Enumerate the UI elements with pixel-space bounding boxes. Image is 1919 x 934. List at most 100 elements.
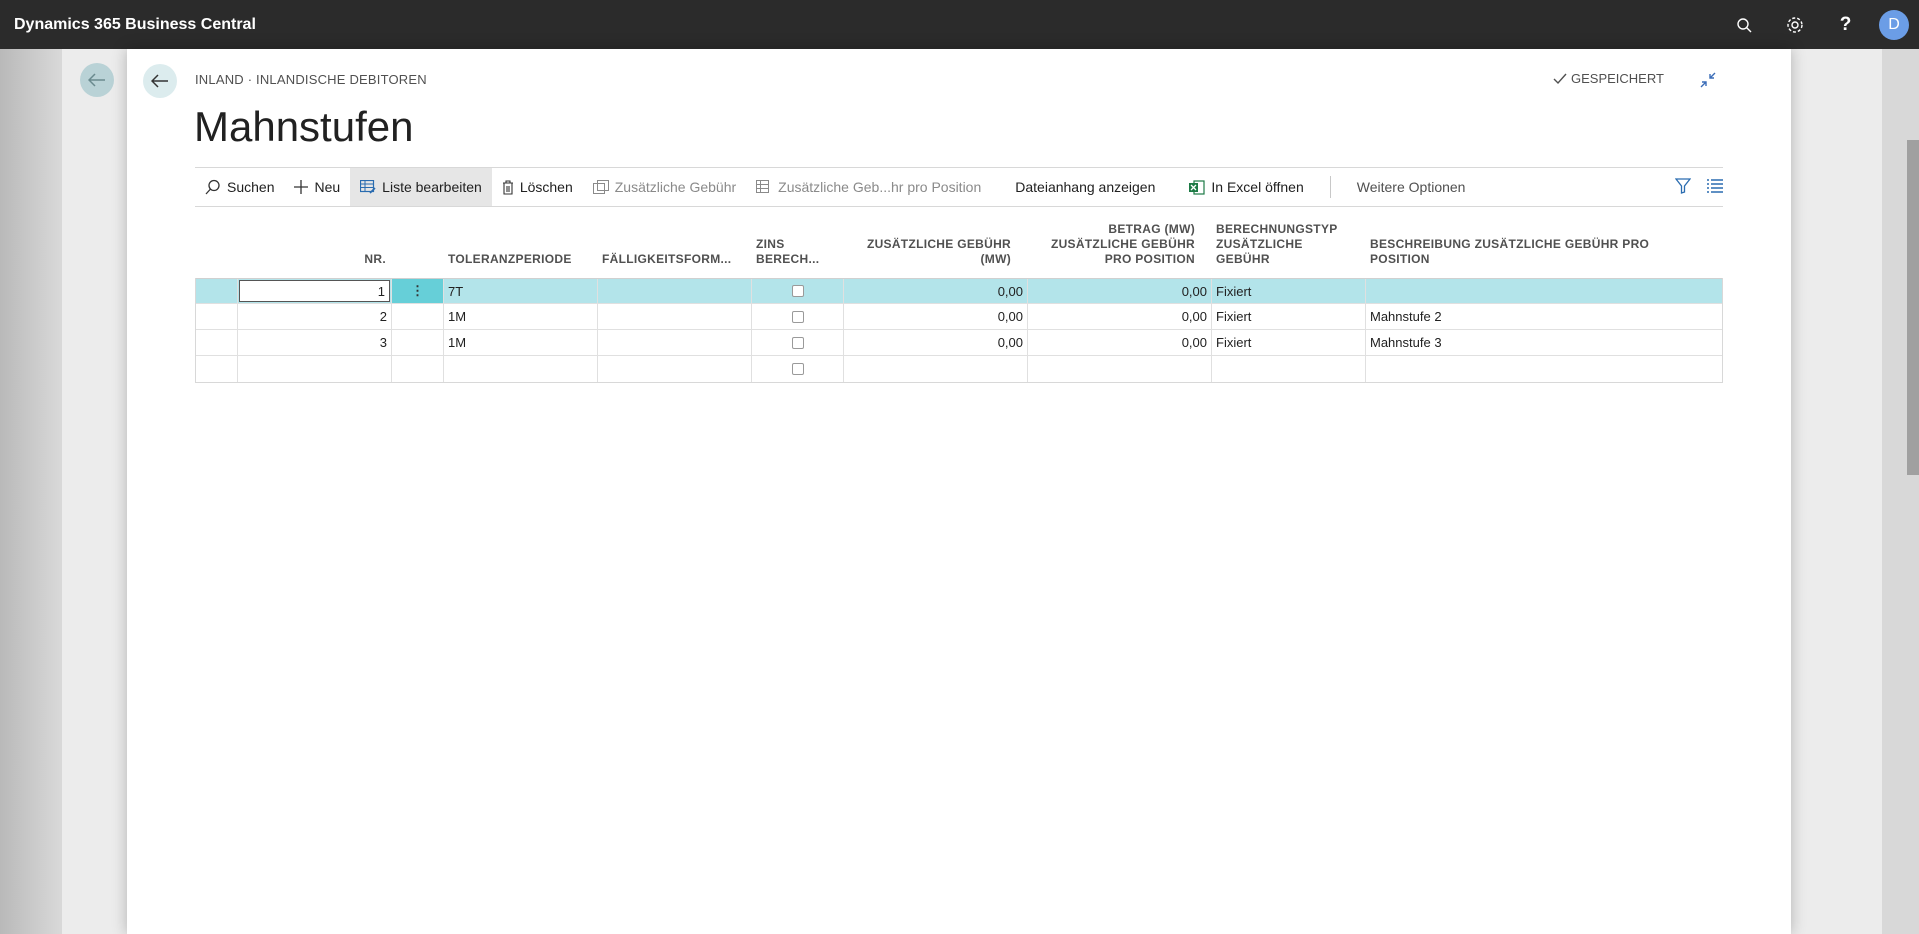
cell-grace-period[interactable]: 7T bbox=[444, 279, 598, 303]
breadcrumb: INLAND · INLANDISCHE DEBITOREN bbox=[195, 72, 427, 87]
page-scrollbar[interactable] bbox=[1907, 140, 1919, 475]
avatar[interactable]: D bbox=[1879, 9, 1909, 40]
cell-additional-fee[interactable]: 0,00 bbox=[844, 330, 1028, 355]
cell-due-date-calc[interactable] bbox=[598, 330, 752, 355]
search-label: Suchen bbox=[227, 179, 275, 195]
col-header-calc-interest-2: BERECH... bbox=[756, 252, 820, 266]
cell-calc-interest[interactable] bbox=[752, 330, 844, 355]
row-selector[interactable] bbox=[196, 330, 238, 355]
calc-interest-checkbox[interactable] bbox=[791, 285, 804, 297]
new-button[interactable]: Neu bbox=[284, 168, 350, 206]
cell-calc-interest[interactable] bbox=[752, 279, 844, 303]
row-actions-cell[interactable] bbox=[392, 356, 444, 382]
list-tools bbox=[1674, 168, 1723, 206]
row-selector[interactable] bbox=[196, 304, 238, 329]
col-header-calc-type-2: ZUSÄTZLICHE bbox=[1216, 237, 1303, 251]
cell-line-fee[interactable]: 0,00 bbox=[1028, 330, 1212, 355]
cell-line-fee[interactable]: 0,00 bbox=[1028, 279, 1212, 303]
open-excel-label: In Excel öffnen bbox=[1211, 179, 1304, 195]
cell-calc-type[interactable]: Fixiert bbox=[1212, 279, 1366, 303]
search-icon[interactable] bbox=[1718, 0, 1769, 49]
row-actions-cell[interactable] bbox=[392, 304, 444, 329]
cell-grace-period[interactable] bbox=[444, 356, 598, 382]
col-header-line-fee-3: PRO POSITION bbox=[1104, 252, 1195, 266]
edit-list-button[interactable]: Liste bearbeiten bbox=[350, 168, 492, 206]
row-actions-icon[interactable]: ⋮ bbox=[392, 279, 444, 303]
cell-line-fee[interactable] bbox=[1028, 356, 1212, 382]
table-row[interactable]: 3 1M 0,00 0,00 Fixiert Mahnstufe 3 bbox=[196, 330, 1722, 356]
background-back-icon bbox=[80, 63, 114, 97]
cell-description[interactable]: Mahnstufe 3 bbox=[1370, 335, 1442, 350]
col-header-due-date-calc[interactable]: FÄLLIGKEITSFORM... bbox=[602, 252, 732, 266]
cell-line-fee[interactable]: 0,00 bbox=[1028, 304, 1212, 329]
cell-nr[interactable]: 1 bbox=[238, 279, 392, 303]
col-header-additional-fee[interactable]: ZUSÄTZLICHE GEBÜHR (MW) bbox=[843, 237, 1027, 267]
col-header-calc-type-3: GEBÜHR bbox=[1216, 252, 1270, 266]
page-title: Mahnstufen bbox=[194, 103, 414, 150]
search-button[interactable]: Suchen bbox=[195, 168, 284, 206]
table-row-empty[interactable] bbox=[196, 356, 1722, 382]
cell-nr[interactable]: 2 bbox=[238, 304, 392, 329]
col-header-calc-interest-1: ZINS bbox=[756, 237, 785, 251]
cell-description[interactable] bbox=[1366, 279, 1722, 303]
cell-due-date-calc[interactable] bbox=[598, 356, 752, 382]
show-attachments-button[interactable]: Dateianhang anzeigen bbox=[1005, 168, 1165, 206]
cell-description[interactable]: Mahnstufe 2 bbox=[1370, 309, 1442, 324]
app-bar-actions: ? D bbox=[1718, 0, 1919, 49]
col-header-line-fee[interactable]: BETRAG (MW) ZUSÄTZLICHE GEBÜHR PRO POSIT… bbox=[1027, 222, 1211, 267]
calc-interest-checkbox[interactable] bbox=[791, 363, 804, 375]
cell-calc-type[interactable] bbox=[1212, 356, 1366, 382]
row-selector[interactable] bbox=[196, 279, 238, 303]
table-row[interactable]: 2 1M 0,00 0,00 Fixiert Mahnstufe 2 bbox=[196, 304, 1722, 330]
delete-label: Löschen bbox=[519, 179, 573, 195]
col-header-calc-type[interactable]: BERECHNUNGSTYP ZUSÄTZLICHE GEBÜHR bbox=[1211, 222, 1365, 267]
new-label: Neu bbox=[314, 179, 341, 195]
cell-additional-fee[interactable]: 0,00 bbox=[844, 304, 1028, 329]
gear-icon[interactable] bbox=[1769, 0, 1820, 49]
additional-fee-per-line-button[interactable]: Zusätzliche Geb...hr pro Position bbox=[746, 168, 991, 206]
col-header-line-fee-2: ZUSÄTZLICHE GEBÜHR bbox=[1050, 237, 1195, 251]
delete-button[interactable]: Löschen bbox=[492, 168, 583, 206]
help-icon[interactable]: ? bbox=[1839, 13, 1852, 35]
col-header-nr[interactable]: NR. bbox=[364, 252, 386, 266]
col-header-line-fee-1: BETRAG (MW) bbox=[1108, 222, 1195, 236]
cell-additional-fee[interactable] bbox=[844, 356, 1028, 382]
open-excel-button[interactable]: In Excel öffnen bbox=[1179, 168, 1313, 206]
grid-header: NR. TOLERANZPERIODE FÄLLIGKEITSFORM... Z… bbox=[195, 212, 1723, 278]
additional-fee-button[interactable]: Zusätzliche Gebühr bbox=[583, 168, 746, 206]
calc-interest-checkbox[interactable] bbox=[791, 310, 804, 323]
cell-additional-fee[interactable]: 0,00 bbox=[844, 279, 1028, 303]
nr-edit-field[interactable]: 1 bbox=[239, 280, 390, 302]
calc-interest-checkbox[interactable] bbox=[791, 336, 804, 349]
cell-grace-period[interactable]: 1M bbox=[444, 330, 598, 355]
table-row[interactable]: 1 ⋮ 7T 0,00 0,00 Fixiert bbox=[196, 278, 1722, 304]
col-header-grace-period[interactable]: TOLERANZPERIODE bbox=[448, 252, 572, 266]
cell-due-date-calc[interactable] bbox=[598, 279, 752, 303]
row-selector[interactable] bbox=[196, 356, 238, 382]
cell-calc-type[interactable]: Fixiert bbox=[1212, 330, 1366, 355]
col-header-calc-type-1: BERECHNUNGSTYP bbox=[1216, 222, 1338, 236]
back-button[interactable] bbox=[143, 64, 177, 98]
cell-calc-interest[interactable] bbox=[752, 304, 844, 329]
plus-icon bbox=[294, 180, 309, 194]
cell-nr[interactable]: 3 bbox=[238, 330, 392, 355]
action-separator bbox=[1329, 176, 1331, 198]
app-title[interactable]: Dynamics 365 Business Central bbox=[14, 15, 256, 33]
saved-status: GESPEICHERT bbox=[1553, 71, 1664, 86]
row-actions-cell[interactable] bbox=[392, 330, 444, 355]
cell-description[interactable] bbox=[1366, 356, 1722, 382]
filter-icon[interactable] bbox=[1674, 177, 1692, 197]
cell-grace-period[interactable]: 1M bbox=[444, 304, 598, 329]
list-view-icon[interactable] bbox=[1707, 178, 1723, 196]
grid-rows: 1 ⋮ 7T 0,00 0,00 Fixiert 2 1M 0,00 bbox=[195, 278, 1723, 383]
cell-calc-interest[interactable] bbox=[752, 356, 844, 382]
col-header-line-fee-description[interactable]: BESCHREIBUNG ZUSÄTZLICHE GEBÜHR PRO POSI… bbox=[1365, 237, 1675, 267]
cell-calc-type[interactable]: Fixiert bbox=[1212, 304, 1366, 329]
cell-due-date-calc[interactable] bbox=[598, 304, 752, 329]
cell-nr[interactable] bbox=[238, 356, 392, 382]
more-options-button[interactable]: Weitere Optionen bbox=[1347, 168, 1476, 206]
col-header-line-fee-description-1: BESCHREIBUNG ZUSÄTZLICHE GEBÜHR PRO bbox=[1370, 237, 1650, 251]
col-header-calc-interest[interactable]: ZINS BERECH... bbox=[751, 237, 843, 267]
collapse-icon[interactable] bbox=[1697, 69, 1719, 91]
trash-icon bbox=[502, 179, 514, 195]
